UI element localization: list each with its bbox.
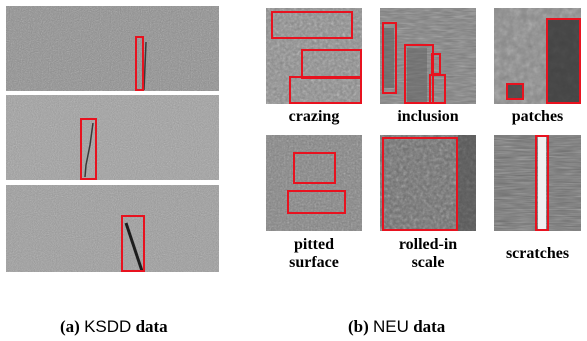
neu-image-inclusion <box>380 8 476 104</box>
defect-box <box>80 118 97 180</box>
defect-box <box>429 74 446 104</box>
defect-box <box>287 190 346 214</box>
defect-box <box>431 53 441 75</box>
neu-image-pitted-surface <box>266 135 362 231</box>
neu-image-patches <box>494 8 581 104</box>
defect-box <box>271 11 353 39</box>
ksdd-caption-num: (a) <box>60 317 80 336</box>
class-label-patches: patches <box>511 108 564 125</box>
class-label-crazing: crazing <box>288 108 340 125</box>
defect-box <box>546 18 581 104</box>
defect-box <box>135 36 144 91</box>
class-label-pitted-surface: pitted surface <box>289 236 339 271</box>
ksdd-image-3 <box>6 185 219 272</box>
ksdd-caption-word: data <box>135 317 168 336</box>
neu-image-scratches <box>494 135 581 231</box>
class-label-inclusion: inclusion <box>397 108 459 125</box>
ksdd-caption-name: KSDD <box>84 317 132 336</box>
defect-box <box>506 83 524 100</box>
defect-box <box>121 215 145 272</box>
defect-box <box>293 152 336 184</box>
ksdd-image-1 <box>6 6 219 91</box>
neu-caption: (b) NEU data <box>348 317 445 337</box>
ksdd-image-2 <box>6 95 219 180</box>
defect-box <box>382 137 458 231</box>
neu-caption-word: data <box>413 317 446 336</box>
ksdd-caption: (a) KSDD data <box>60 317 168 337</box>
neu-caption-num: (b) <box>348 317 369 336</box>
defect-box <box>535 135 549 231</box>
defect-box <box>289 76 362 104</box>
defect-box <box>301 49 362 79</box>
neu-image-crazing <box>266 8 362 104</box>
neu-caption-name: NEU <box>373 317 409 336</box>
class-label-scratches: scratches <box>505 245 570 262</box>
class-label-rolled-in-scale: rolled-in scale <box>398 236 458 271</box>
neu-image-rolled-in-scale <box>380 135 476 231</box>
defect-box <box>382 22 397 94</box>
